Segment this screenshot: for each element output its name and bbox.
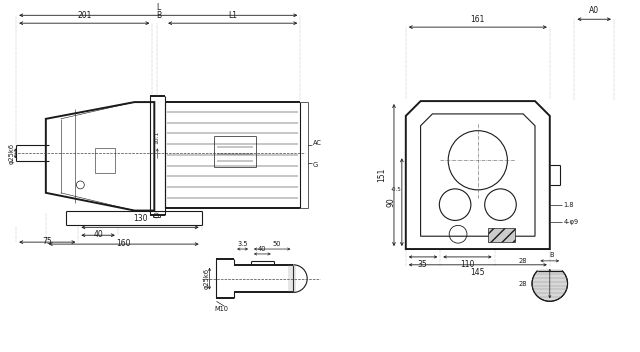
Text: 50: 50: [273, 241, 282, 247]
Text: 110: 110: [460, 260, 474, 269]
Text: 35: 35: [418, 260, 428, 269]
Text: 28: 28: [518, 281, 527, 287]
Text: 10.1: 10.1: [155, 130, 160, 144]
Text: AC: AC: [313, 140, 322, 146]
Text: -0.5: -0.5: [391, 187, 402, 192]
Text: 40: 40: [258, 246, 266, 252]
Text: 1.8: 1.8: [564, 202, 574, 208]
Text: 160: 160: [116, 239, 131, 248]
Text: G: G: [313, 162, 318, 168]
Text: M10: M10: [214, 306, 228, 312]
Text: 3.5: 3.5: [237, 241, 248, 247]
Text: L1: L1: [228, 11, 237, 20]
Text: B: B: [550, 252, 554, 258]
Circle shape: [532, 266, 568, 301]
Text: 4-φ9: 4-φ9: [564, 219, 579, 225]
Text: L: L: [156, 3, 161, 12]
Text: 130: 130: [132, 214, 147, 224]
Text: 201: 201: [77, 11, 92, 20]
Polygon shape: [536, 264, 564, 271]
Text: A0: A0: [589, 6, 599, 15]
Text: 40: 40: [93, 230, 103, 239]
Text: 75: 75: [42, 237, 52, 246]
Text: 145: 145: [470, 268, 485, 277]
Text: 161: 161: [470, 15, 485, 24]
Polygon shape: [488, 228, 515, 242]
Text: 151: 151: [377, 168, 386, 182]
Text: φ25k6: φ25k6: [8, 143, 14, 164]
Text: B: B: [157, 11, 162, 20]
Text: 90: 90: [387, 197, 396, 207]
Text: φ25k6: φ25k6: [204, 268, 209, 289]
Text: 28: 28: [518, 258, 527, 264]
